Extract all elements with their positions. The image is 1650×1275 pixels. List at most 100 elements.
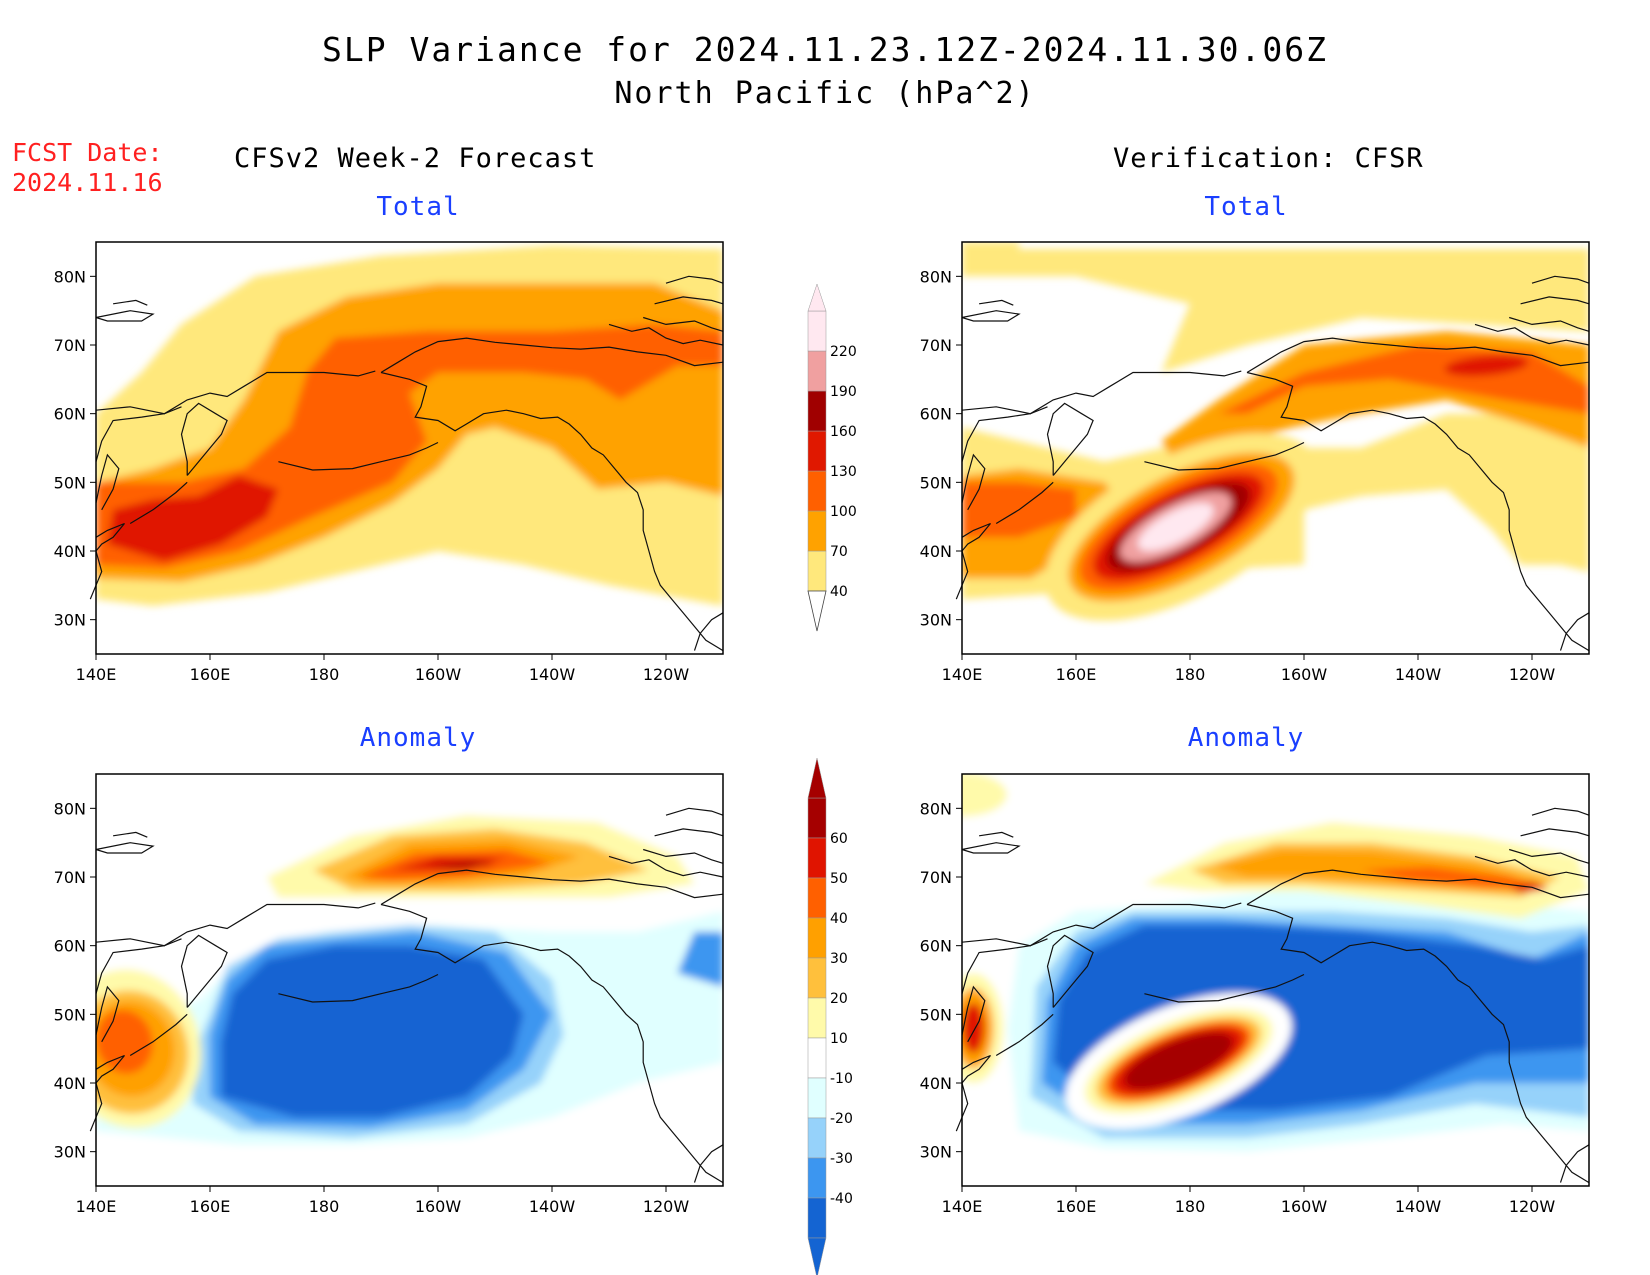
colorbar-label: -30 (830, 1151, 853, 1167)
coastline-segment (654, 828, 724, 837)
colorbar-swatch (807, 877, 827, 919)
coastline-segment (961, 902, 1242, 947)
coastline-segment (961, 842, 1021, 854)
coastline-segment (113, 299, 148, 306)
lon-tick-label: 160E (190, 665, 231, 684)
coastline-segment (1246, 337, 1590, 374)
lat-tick-label: 80N (54, 799, 86, 818)
panel-title-forecast-anomaly: Anomaly (359, 723, 477, 753)
colorbar-label: 50 (830, 871, 848, 887)
coastline-segment (693, 1144, 724, 1183)
coastline (89, 275, 724, 652)
coastline-segment (95, 310, 155, 322)
lon-tick-label: 120W (643, 1197, 690, 1216)
coastline-segment (608, 323, 724, 346)
coastline-segment (1520, 828, 1590, 837)
shaded-field (96, 774, 723, 1186)
lon-tick-label: 160W (415, 1197, 462, 1216)
coastline-segment (113, 831, 148, 838)
colorbar-swatch (807, 1117, 827, 1159)
lat-tick-label: 40N (920, 1074, 952, 1093)
lon-tick-label: 160E (1056, 1197, 1097, 1216)
map-frame (95, 773, 724, 1187)
coastline-segment (180, 402, 228, 476)
coastline-segment (961, 453, 986, 511)
lat-tick-label: 80N (920, 267, 952, 286)
colorbar-swatch (807, 1077, 827, 1119)
lon-tick-label: 140E (942, 665, 983, 684)
colorbar-end-bottom (807, 590, 827, 632)
coastline-segment (89, 1054, 125, 1132)
coastline-segment (1474, 323, 1590, 346)
coastline-segment (995, 1013, 1054, 1057)
colorbar-swatch (807, 310, 827, 352)
coastline-segment (961, 938, 1048, 994)
column-title-verification: Verification: CFSR (1113, 143, 1424, 174)
field-contour (1444, 354, 1529, 377)
lon-tick-label: 140W (1395, 1197, 1442, 1216)
lat-tick-label: 40N (54, 1074, 86, 1093)
lon-tick-label: 160W (1281, 665, 1328, 684)
colorbar-swatch (807, 1197, 827, 1239)
coastline-segment (1246, 371, 1590, 652)
coastline-segment (95, 985, 120, 1043)
coastline-segment (1246, 903, 1590, 1184)
coastline-segment (95, 842, 155, 854)
lat-tick-label: 30N (54, 1143, 86, 1162)
lon-tick-label: 160W (1281, 1197, 1328, 1216)
coastline-segment (979, 831, 1014, 838)
colorbar-swatch (807, 1157, 827, 1199)
coastline-segment (1046, 402, 1094, 476)
fcst-date-value: 2024.11.16 (12, 168, 163, 197)
coastline-segment (95, 370, 376, 415)
lat-tick-label: 50N (920, 1005, 952, 1024)
map-panel-forecast-anomaly: 140E 160E 180 160W 140W 120W 80N 70N 60N 50N 40N 30… (54, 773, 724, 1216)
lon-tick-label: 140E (942, 1197, 983, 1216)
coastline-segment (89, 522, 125, 600)
lon-tick-label: 120W (643, 665, 690, 684)
field-contour (1124, 1032, 1233, 1090)
lat-tick-label: 70N (54, 868, 86, 887)
lon-tick-label: 140W (529, 1197, 576, 1216)
coastline-segment (961, 370, 1242, 415)
lon-tick-labels: 140E 160E 180 160W 140W 120W 80N 70N 60N 50N 40N 30… (54, 799, 690, 1216)
coastline-segment (95, 902, 376, 947)
colorbar-swatch (807, 997, 827, 1039)
field-contour (392, 856, 507, 871)
lon-tick-labels: 140E 160E 180 160W 140W 120W 80N 70N 60N 50N 40N 30… (920, 267, 1556, 684)
lat-tick-label: 60N (54, 937, 86, 956)
colorbar-label: 40 (830, 584, 848, 600)
field-contour (107, 475, 279, 562)
colorbar-swatch (807, 430, 827, 472)
field-contour (962, 774, 1007, 817)
coastline-segment (995, 481, 1054, 525)
lat-tick-label: 50N (54, 473, 86, 492)
colorbar-anomaly: 60 50 40 30 20 10 -10 -20 -30 -40 (807, 757, 853, 1275)
lon-tick-label: 180 (1175, 1197, 1206, 1216)
coastline-segment (1531, 275, 1590, 284)
shaded-field (962, 774, 1589, 1186)
colorbar-label: -20 (830, 1111, 853, 1127)
coastline-segment (1144, 973, 1305, 1003)
colorbar-swatch (807, 510, 827, 552)
coastline-segment (95, 938, 182, 994)
colorbar-swatch (807, 837, 827, 879)
shaded-field (96, 245, 723, 606)
lat-tick-label: 70N (920, 868, 952, 887)
coastline-segment (380, 371, 724, 652)
coastline-segment (1144, 441, 1305, 471)
colorbar-swatch (807, 1037, 827, 1079)
coastline-segment (961, 985, 986, 1043)
colorbar-swatch (807, 917, 827, 959)
coastline-segment (95, 406, 182, 462)
coastline-segment (693, 612, 724, 651)
coastline (955, 807, 1590, 1184)
coastline-segment (665, 275, 724, 284)
colorbar-end-top (807, 757, 827, 799)
colorbar-label: 60 (830, 831, 848, 847)
coastline (955, 275, 1590, 652)
coastline-segment (955, 522, 991, 600)
colorbar-swatch (807, 470, 827, 512)
coastline-segment (665, 807, 724, 816)
coastline-segment (380, 903, 724, 1184)
